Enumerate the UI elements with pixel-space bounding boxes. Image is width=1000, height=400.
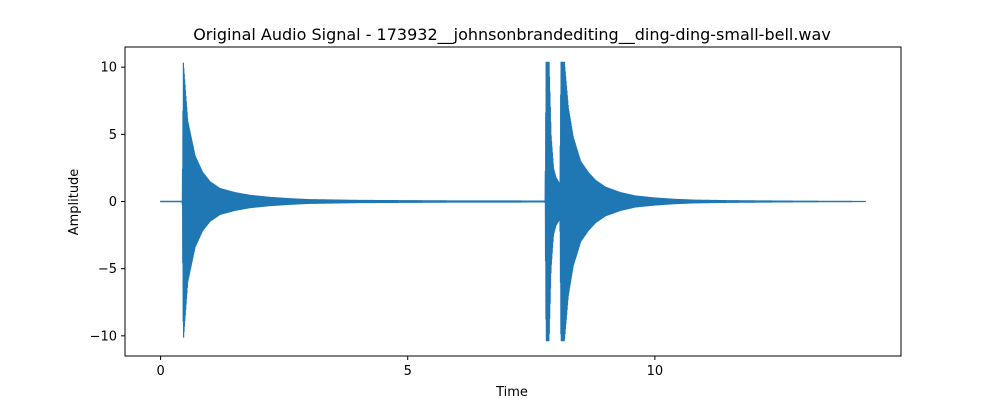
x-axis-ticks: 0 5 10 bbox=[156, 356, 663, 379]
chart-title: Original Audio Signal - 173932__johnsonb… bbox=[193, 25, 831, 45]
y-tick-label: 0 bbox=[109, 195, 117, 210]
y-tick-label: 5 bbox=[109, 128, 117, 143]
y-axis-label: Amplitude bbox=[67, 169, 82, 236]
y-tick-label: −10 bbox=[90, 329, 117, 344]
series-line-0 bbox=[159, 61, 866, 342]
y-axis-ticks: −10 −5 0 5 10 bbox=[90, 61, 125, 344]
y-tick-label: −5 bbox=[98, 262, 117, 277]
x-tick-label: 5 bbox=[404, 364, 412, 379]
plot-area bbox=[124, 46, 902, 357]
x-tick-label: 10 bbox=[647, 364, 664, 379]
x-axis-label: Time bbox=[495, 385, 528, 400]
x-tick-label: 0 bbox=[156, 364, 164, 379]
y-tick-label: 10 bbox=[100, 61, 117, 76]
